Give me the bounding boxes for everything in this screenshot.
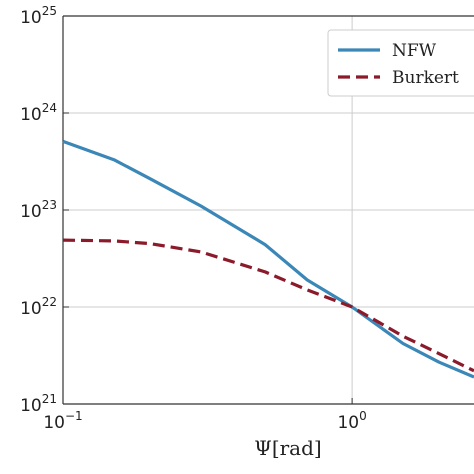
tick-exponent: 21 <box>42 392 57 406</box>
tick-exponent: −1 <box>65 409 83 423</box>
tick-base: 10 <box>20 202 42 222</box>
tick-exponent: 25 <box>42 4 57 18</box>
tick-exponent: 24 <box>42 101 57 115</box>
tick-exponent: 0 <box>359 409 367 423</box>
tick-base: 10 <box>20 396 42 416</box>
tick-base: 10 <box>337 413 359 433</box>
tick-exponent: 23 <box>42 198 57 212</box>
tick-label: 1025 <box>20 4 57 28</box>
tick-base: 10 <box>43 413 65 433</box>
tick-label: 1024 <box>20 101 57 125</box>
tick-label: 100 <box>337 409 366 433</box>
data-line <box>62 139 474 379</box>
tick-exponent: 22 <box>42 295 57 309</box>
data-line <box>62 238 474 373</box>
tick-base: 10 <box>20 299 42 319</box>
tick-label: 1022 <box>20 295 57 319</box>
tick-label: 1021 <box>20 392 57 416</box>
tick-base: 10 <box>20 8 42 28</box>
x-axis-label: Ψ[rad] <box>254 436 321 460</box>
tick-base: 10 <box>20 105 42 125</box>
legend-label: Burkert <box>392 68 459 88</box>
legend-box <box>327 29 474 97</box>
legend-label: NFW <box>392 41 437 61</box>
tick-label: 10−1 <box>43 409 82 433</box>
tick-label: 1023 <box>20 198 57 222</box>
